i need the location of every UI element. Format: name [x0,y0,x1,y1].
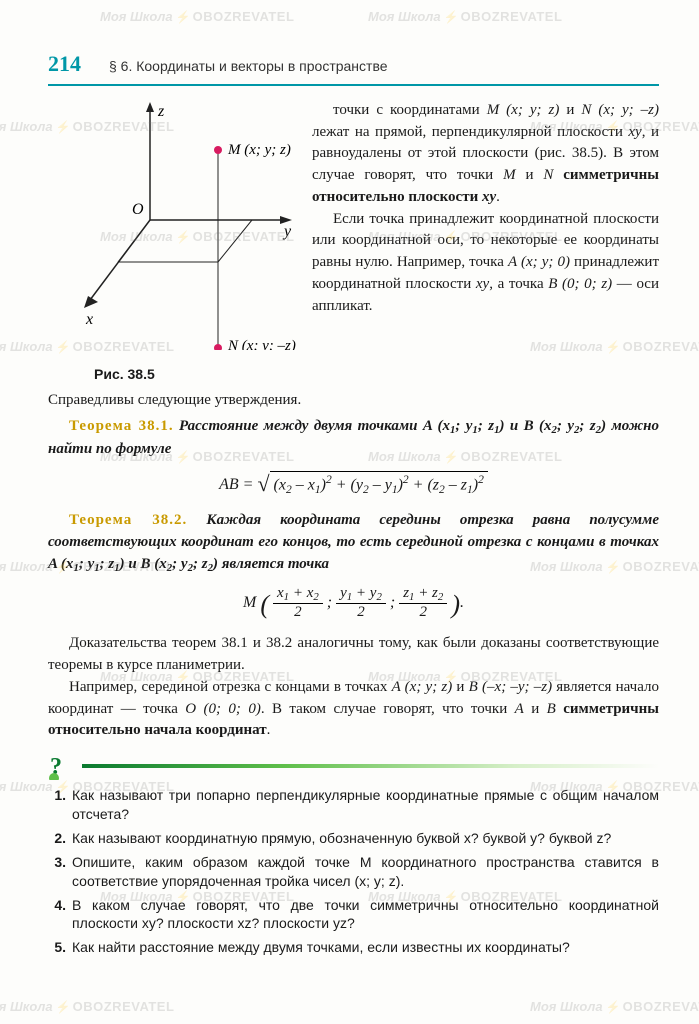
theorem-38-2: Теорема 38.2. Каждая координата середины… [48,510,659,576]
formula-midpoint: M ( x1 + x22 ; y1 + y22 ; z1 + z22 ). [48,585,659,624]
questions-list: 1.Как называют три попарно перпендикуляр… [48,786,659,957]
question-text: Как называют три попарно перпендикулярны… [72,786,659,824]
question-text: Опишите, каким образом каждой точке M ко… [72,853,659,891]
figure-38-5: z y x O M (x; y; z) N (x; y; –z) Рис. 38… [48,100,300,384]
question-number: 4. [48,896,66,934]
watermark: Моя Школа OBOZREVATEL [530,338,699,357]
header-rule [48,84,659,86]
axis-y-label: y [282,223,292,240]
paragraph-3: Справедливы следующие утверждения. [48,390,659,412]
figure-caption: Рис. 38.5 [94,364,300,384]
axis-x-label: x [85,311,93,328]
page-header: 214 § 6. Координаты и векторы в простран… [48,48,659,80]
questions-divider: ? [48,754,659,776]
question-mark-icon: ? [48,754,82,780]
question-item: 4.В каком случае говорят, что две точки … [48,896,659,934]
axis-z-label: z [157,103,165,120]
point-n-label: N (x; y; –z) [227,338,296,350]
origin-label: O [132,201,144,218]
theorem-38-1: Теорема 38.1. Расстояние между двумя точ… [48,416,659,461]
question-text: Как найти расстояние между двумя точками… [72,938,659,957]
watermark: Моя Школа OBOZREVATEL [530,998,699,1017]
question-number: 2. [48,829,66,848]
question-item: 1.Как называют три попарно перпендикуляр… [48,786,659,824]
question-text: Как называют координатную прямую, обозна… [72,829,659,848]
watermark: Моя Школа OBOZREVATEL [100,8,294,27]
point-m-label: M (x; y; z) [227,142,291,158]
paragraph-4: Доказательства теорем 38.1 и 38.2 аналог… [48,633,659,677]
watermark: Моя Школа OBOZREVATEL [368,8,562,27]
question-item: 3.Опишите, каким образом каждой точке M … [48,853,659,891]
theorem-label: Теорема 38.1. [69,418,174,434]
watermark: Моя Школа OBOZREVATEL [0,998,174,1017]
question-number: 5. [48,938,66,957]
page-number: 214 [48,48,81,80]
formula-distance: AB = √ (x2 – x1)2 + (y2 – y1)2 + (z2 – z… [48,468,659,500]
paragraph-5: Например, серединой отрезка с концами в … [48,677,659,742]
question-item: 2. Как называют координатную прямую, обоз… [48,829,659,848]
coord-diagram: z y x O M (x; y; z) N (x; y; –z) [48,100,300,350]
question-item: 5. Как найти расстояние между двумя точка… [48,938,659,957]
question-number: 1. [48,786,66,824]
question-text: В каком случае говорят, что две точки си… [72,896,659,934]
section-title: § 6. Координаты и векторы в пространстве [109,56,388,76]
theorem-label-2: Теорема 38.2. [69,512,187,528]
question-number: 3. [48,853,66,891]
